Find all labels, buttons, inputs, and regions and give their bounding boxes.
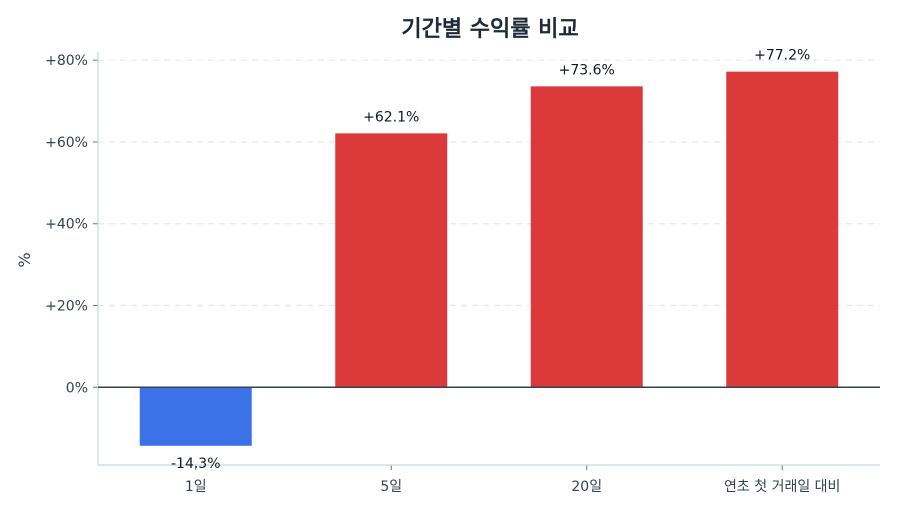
data-label: +77.2%: [754, 48, 810, 64]
bar: [139, 387, 252, 446]
x-tick-label: 20일: [571, 479, 602, 495]
bar: [530, 86, 643, 388]
data-label: -14.3%: [171, 456, 221, 472]
bar: [726, 71, 839, 388]
bar: [335, 133, 448, 388]
y-tick-label: 0%: [66, 380, 88, 396]
x-tick-label: 연초 첫 거래일 대비: [724, 479, 840, 495]
bars: [139, 71, 839, 446]
y-tick-label: +60%: [45, 135, 88, 151]
chart-title: 기간별 수익률 비교: [401, 17, 578, 42]
data-label: +62.1%: [363, 109, 419, 125]
axes: [93, 52, 880, 470]
data-label: +73.6%: [559, 62, 615, 78]
x-tick-label: 5일: [380, 479, 402, 495]
y-tick-label: +80%: [45, 53, 88, 69]
y-axis-label: %: [15, 252, 34, 267]
y-tick-label: +20%: [45, 299, 88, 315]
labels: 0% +20% +40% +60% +80% -14.3% 1일 +62.1% 5일 +73.6%…: [45, 48, 840, 495]
y-tick-label: +40%: [45, 217, 88, 233]
x-tick-label: 1일: [185, 479, 207, 495]
